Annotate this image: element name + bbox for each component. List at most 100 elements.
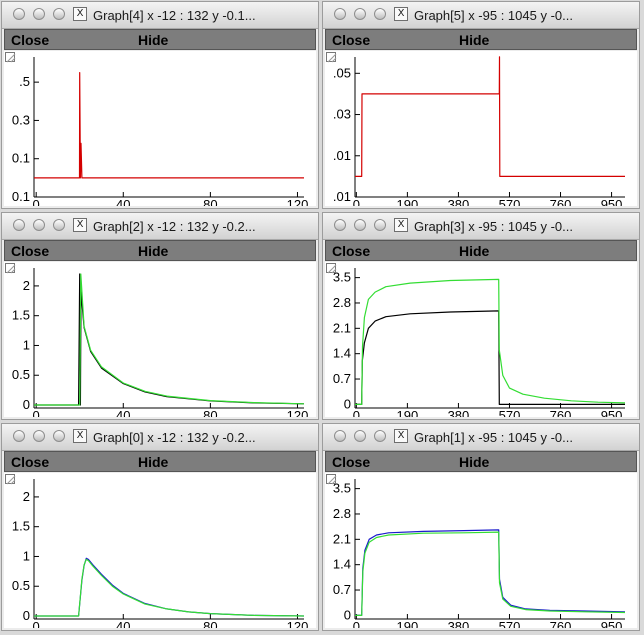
graph-window[interactable]: X Graph[5] x -95 : 1045 y -0... Close Hi… — [322, 1, 640, 209]
resize-grip-icon[interactable] — [4, 473, 16, 485]
series-line — [34, 557, 305, 617]
y-tick-label: .05 — [333, 65, 351, 80]
x-tick-label: 570 — [499, 197, 521, 206]
graph-window[interactable]: X Graph[1] x -95 : 1045 y -0... Close Hi… — [322, 423, 640, 631]
plot-area[interactable]: 0 190 380 570 760 950 3.5 2.8 2.1 1.4 0.7 0 — [325, 262, 637, 417]
x-tick-label: 80 — [203, 619, 217, 628]
plot-area[interactable]: 0 190 380 570 760 950 .05 .03 .01 .01 — [325, 51, 637, 206]
plot-corner-box[interactable] — [326, 263, 336, 273]
hide-button[interactable]: Hide — [138, 454, 169, 470]
y-tick-label: 3.5 — [333, 270, 351, 285]
x-tick-label: 0 — [33, 197, 40, 206]
y-tick-label: 1.4 — [333, 557, 351, 572]
title-bar[interactable]: X Graph[1] x -95 : 1045 y -0... — [323, 424, 639, 451]
chart-svg: 0 190 380 570 760 950 3.5 2.8 2.1 1.4 0.7 0 — [333, 268, 626, 417]
graph-window[interactable]: X Graph[0] x -12 : 132 y -0.2... Close H… — [1, 423, 319, 631]
zoom-window-icon[interactable] — [374, 219, 386, 231]
y-tick-label: 0.1 — [12, 189, 30, 204]
close-button[interactable]: Close — [332, 454, 371, 470]
minimize-window-icon[interactable] — [354, 430, 366, 442]
plot-area[interactable]: 0 190 380 570 760 950 3.5 2.8 2.1 1.4 0.7 0 — [325, 473, 637, 628]
x-tick-label: 0 — [353, 197, 360, 206]
close-window-icon[interactable] — [13, 8, 25, 20]
window-title: Graph[3] x -95 : 1045 y -0... — [414, 219, 573, 234]
y-tick-label: .03 — [333, 107, 351, 122]
plot-area[interactable]: 0 40 80 120 2 1.5 1 0.5 0 — [4, 262, 316, 417]
y-tick-label: 1.5 — [12, 519, 30, 534]
hide-button[interactable]: Hide — [459, 454, 490, 470]
close-button[interactable]: Close — [332, 243, 371, 259]
x11-app-icon: X — [73, 429, 87, 443]
chart-svg: 0 40 80 120 .5 0.3 0.1 0.1 — [12, 57, 308, 206]
minimize-window-icon[interactable] — [33, 430, 45, 442]
button-bar: Close Hide — [4, 240, 316, 261]
x-tick-label: 950 — [601, 619, 623, 628]
zoom-window-icon[interactable] — [53, 219, 65, 231]
plot-corner-box[interactable] — [5, 263, 15, 273]
minimize-window-icon[interactable] — [354, 219, 366, 231]
hide-button[interactable]: Hide — [138, 243, 169, 259]
y-tick-label: 1.4 — [333, 346, 351, 361]
plot-corner-box[interactable] — [326, 52, 336, 62]
close-button[interactable]: Close — [11, 454, 50, 470]
close-button[interactable]: Close — [332, 32, 371, 48]
resize-grip-icon[interactable] — [4, 262, 16, 274]
close-button[interactable]: Close — [11, 32, 50, 48]
window-title: Graph[5] x -95 : 1045 y -0... — [414, 8, 573, 23]
x11-app-icon: X — [73, 7, 87, 21]
close-window-icon[interactable] — [13, 219, 25, 231]
hide-button[interactable]: Hide — [138, 32, 169, 48]
resize-grip-icon[interactable] — [325, 51, 337, 63]
x-tick-label: 0 — [33, 619, 40, 628]
x-tick-label: 380 — [448, 408, 470, 417]
zoom-window-icon[interactable] — [374, 8, 386, 20]
x-tick-label: 760 — [550, 619, 572, 628]
x-tick-label: 190 — [397, 197, 419, 206]
plot-corner-box[interactable] — [5, 52, 15, 62]
chart-svg: 0 190 380 570 760 950 .05 .03 .01 .01 — [333, 56, 625, 206]
button-bar: Close Hide — [4, 451, 316, 472]
title-bar[interactable]: X Graph[0] x -12 : 132 y -0.2... — [2, 424, 318, 451]
series-line — [355, 56, 625, 178]
resize-grip-icon[interactable] — [325, 262, 337, 274]
plot-corner-box[interactable] — [326, 474, 336, 484]
y-tick-label: 2.1 — [333, 320, 351, 335]
close-window-icon[interactable] — [334, 430, 346, 442]
close-window-icon[interactable] — [334, 219, 346, 231]
x-tick-label: 760 — [550, 408, 572, 417]
x-tick-label: 950 — [601, 197, 623, 206]
title-bar[interactable]: X Graph[2] x -12 : 132 y -0.2... — [2, 213, 318, 240]
plot-area[interactable]: 0 40 80 120 2 1.5 1 0.5 0 — [4, 473, 316, 628]
title-bar[interactable]: X Graph[4] x -12 : 132 y -0.1... — [2, 2, 318, 29]
title-bar[interactable]: X Graph[5] x -95 : 1045 y -0... — [323, 2, 639, 29]
graph-window[interactable]: X Graph[3] x -95 : 1045 y -0... Close Hi… — [322, 212, 640, 420]
minimize-window-icon[interactable] — [354, 8, 366, 20]
hide-button[interactable]: Hide — [459, 32, 490, 48]
minimize-window-icon[interactable] — [33, 8, 45, 20]
x-tick-label: 0 — [33, 408, 40, 417]
plot-area[interactable]: 0 40 80 120 .5 0.3 0.1 0.1 — [4, 51, 316, 206]
x-tick-label: 760 — [550, 197, 572, 206]
close-window-icon[interactable] — [334, 8, 346, 20]
graph-window[interactable]: X Graph[4] x -12 : 132 y -0.1... Close H… — [1, 1, 319, 209]
resize-grip-icon[interactable] — [325, 473, 337, 485]
close-button[interactable]: Close — [11, 243, 50, 259]
chart-svg: 0 40 80 120 2 1.5 1 0.5 0 — [12, 268, 308, 417]
close-window-icon[interactable] — [13, 430, 25, 442]
resize-grip-icon[interactable] — [4, 51, 16, 63]
y-tick-label: 0.7 — [333, 582, 351, 597]
zoom-window-icon[interactable] — [53, 8, 65, 20]
title-bar[interactable]: X Graph[3] x -95 : 1045 y -0... — [323, 213, 639, 240]
minimize-window-icon[interactable] — [33, 219, 45, 231]
button-bar: Close Hide — [325, 29, 637, 50]
zoom-window-icon[interactable] — [374, 430, 386, 442]
plot-corner-box[interactable] — [5, 474, 15, 484]
button-bar: Close Hide — [325, 451, 637, 472]
x-tick-label: 570 — [499, 408, 521, 417]
graph-window[interactable]: X Graph[2] x -12 : 132 y -0.2... Close H… — [1, 212, 319, 420]
zoom-window-icon[interactable] — [53, 430, 65, 442]
y-tick-label: 0.7 — [333, 371, 351, 386]
x-tick-label: 190 — [397, 408, 419, 417]
chart-svg: 0 190 380 570 760 950 3.5 2.8 2.1 1.4 0.7 0 — [333, 479, 626, 628]
hide-button[interactable]: Hide — [459, 243, 490, 259]
